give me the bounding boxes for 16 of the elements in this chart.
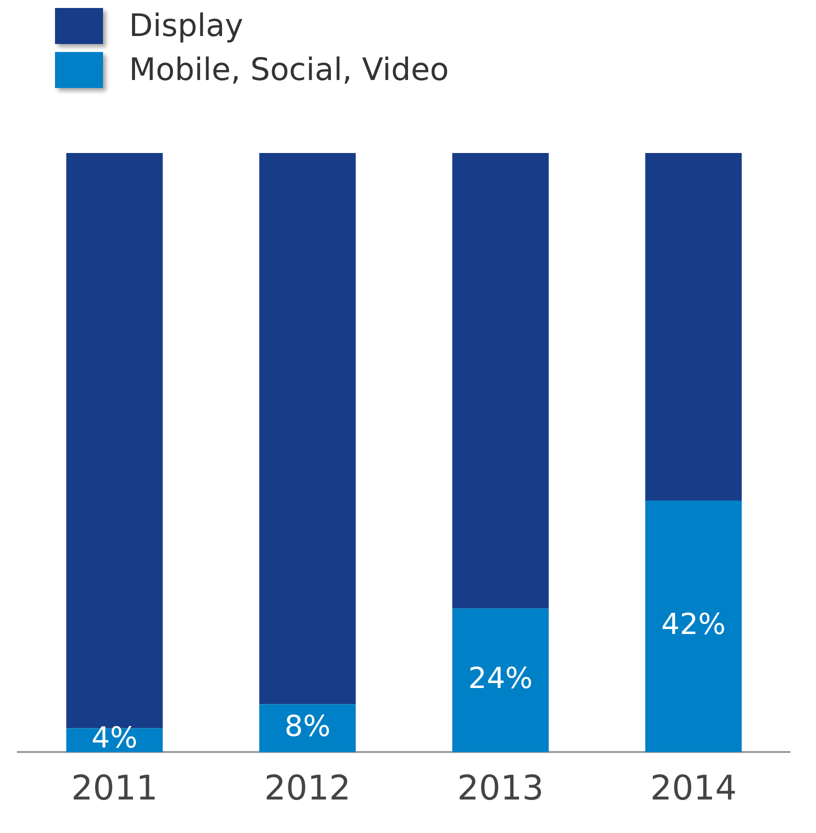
data-label: 24% <box>468 660 533 695</box>
bar <box>452 608 549 752</box>
x-tick-label: 2014 <box>650 768 737 808</box>
bar <box>259 704 356 752</box>
x-tick-label: 2013 <box>457 768 544 808</box>
x-tick-label: 2011 <box>71 768 158 808</box>
bar <box>645 500 742 752</box>
bar <box>259 153 356 704</box>
x-tick-label: 2012 <box>264 768 351 808</box>
legend-label: Display <box>129 8 244 44</box>
data-label: 4% <box>91 720 138 755</box>
data-label: 42% <box>661 606 726 641</box>
data-label: 8% <box>284 708 331 743</box>
bar <box>452 153 549 608</box>
bar <box>645 153 742 501</box>
legend-label: Mobile, Social, Video <box>129 52 449 88</box>
